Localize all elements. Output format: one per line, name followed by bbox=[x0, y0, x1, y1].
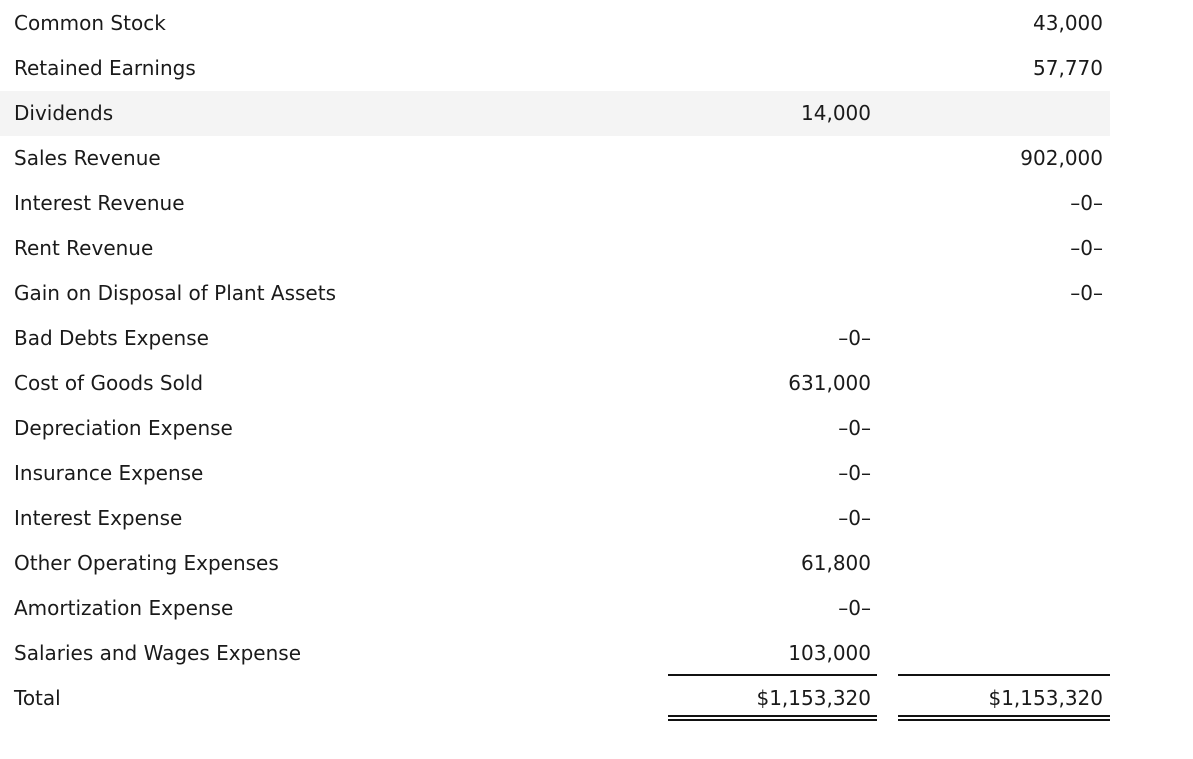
credit-amount: –0– bbox=[1070, 281, 1103, 305]
table-row[interactable]: Cost of Goods Sold 631,000 bbox=[0, 361, 1110, 406]
debit-amount: –0– bbox=[838, 326, 871, 350]
debit-amount bbox=[668, 271, 877, 316]
debit-amount: –0– bbox=[838, 416, 871, 440]
account-name: Depreciation Expense bbox=[14, 416, 233, 440]
credit-amount: 902,000 bbox=[1020, 146, 1103, 170]
credit-amount: 57,770 bbox=[1033, 56, 1103, 80]
account-name: Insurance Expense bbox=[14, 461, 204, 485]
credit-amount bbox=[898, 91, 1110, 136]
credit-amount bbox=[898, 451, 1110, 496]
account-name: Bad Debts Expense bbox=[14, 326, 209, 350]
table-row[interactable]: Depreciation Expense –0– bbox=[0, 406, 1110, 451]
credit-amount bbox=[898, 541, 1110, 586]
table-row[interactable]: Gain on Disposal of Plant Assets –0– bbox=[0, 271, 1110, 316]
credit-amount: 43,000 bbox=[1033, 11, 1103, 35]
table-row[interactable]: Common Stock 43,000 bbox=[0, 1, 1110, 46]
total-row: Total $1,153,320 $1,153,320 bbox=[0, 676, 1110, 721]
credit-amount bbox=[898, 631, 1110, 676]
table-row[interactable]: Amortization Expense –0– bbox=[0, 586, 1110, 631]
credit-amount bbox=[898, 496, 1110, 541]
debit-amount bbox=[668, 226, 877, 271]
debit-amount bbox=[668, 46, 877, 91]
table-row[interactable]: Sales Revenue 902,000 bbox=[0, 136, 1110, 181]
credit-amount bbox=[898, 406, 1110, 451]
table-row[interactable]: Dividends 14,000 bbox=[0, 91, 1110, 136]
account-name: Salaries and Wages Expense bbox=[14, 641, 302, 665]
trial-balance-table: Common Stock 43,000 Retained Earnings 57… bbox=[0, 1, 1110, 721]
debit-amount: –0– bbox=[838, 596, 871, 620]
debit-amount bbox=[668, 1, 877, 46]
account-name: Interest Revenue bbox=[14, 191, 185, 215]
table-row[interactable]: Salaries and Wages Expense 103,000 bbox=[0, 631, 1110, 676]
total-label: Total bbox=[14, 686, 61, 710]
credit-amount bbox=[898, 361, 1110, 406]
credit-amount bbox=[898, 586, 1110, 631]
account-name: Common Stock bbox=[14, 11, 166, 35]
debit-amount: –0– bbox=[838, 506, 871, 530]
account-name: Cost of Goods Sold bbox=[14, 371, 204, 395]
table-row[interactable]: Other Operating Expenses 61,800 bbox=[0, 541, 1110, 586]
debit-amount: 631,000 bbox=[788, 371, 871, 395]
trial-balance-rows: Common Stock 43,000 Retained Earnings 57… bbox=[0, 1, 1110, 676]
table-row[interactable]: Insurance Expense –0– bbox=[0, 451, 1110, 496]
debit-amount: 61,800 bbox=[801, 551, 871, 575]
account-name: Amortization Expense bbox=[14, 596, 234, 620]
credit-amount: –0– bbox=[1070, 236, 1103, 260]
total-credit-amount: $1,153,320 bbox=[898, 676, 1110, 721]
account-name: Sales Revenue bbox=[14, 146, 161, 170]
debit-amount bbox=[668, 136, 877, 181]
table-row[interactable]: Bad Debts Expense –0– bbox=[0, 316, 1110, 361]
table-row[interactable]: Rent Revenue –0– bbox=[0, 226, 1110, 271]
account-name: Rent Revenue bbox=[14, 236, 154, 260]
credit-amount bbox=[898, 316, 1110, 361]
table-row[interactable]: Interest Expense –0– bbox=[0, 496, 1110, 541]
table-row[interactable]: Retained Earnings 57,770 bbox=[0, 46, 1110, 91]
account-name: Interest Expense bbox=[14, 506, 183, 530]
debit-amount: 14,000 bbox=[801, 101, 871, 125]
account-name: Gain on Disposal of Plant Assets bbox=[14, 281, 336, 305]
table-row[interactable]: Interest Revenue –0– bbox=[0, 181, 1110, 226]
debit-amount: –0– bbox=[838, 461, 871, 485]
total-debit-amount: $1,153,320 bbox=[668, 676, 877, 721]
debit-amount bbox=[668, 181, 877, 226]
account-name: Other Operating Expenses bbox=[14, 551, 279, 575]
debit-amount: 103,000 bbox=[668, 631, 877, 676]
account-name: Retained Earnings bbox=[14, 56, 196, 80]
credit-amount: –0– bbox=[1070, 191, 1103, 215]
account-name: Dividends bbox=[14, 101, 114, 125]
